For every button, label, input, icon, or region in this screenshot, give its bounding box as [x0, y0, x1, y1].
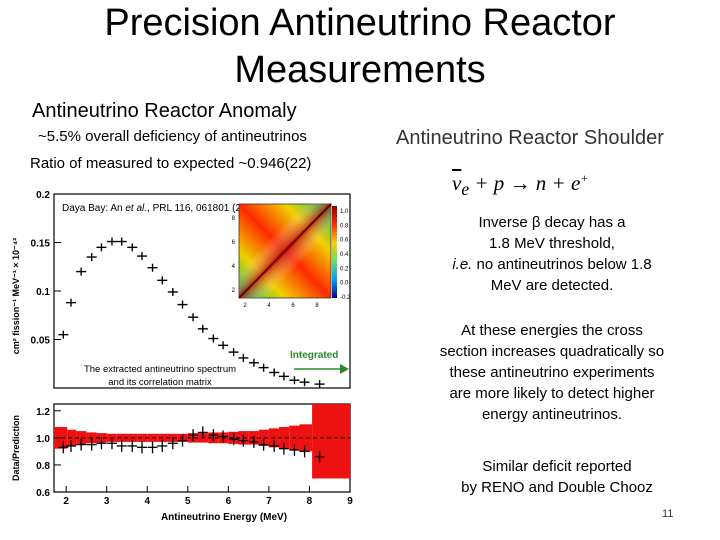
- reaction-superscript: +: [580, 171, 589, 185]
- x-tick-label: 2: [63, 496, 69, 507]
- ratio-band-segment: [137, 433, 148, 442]
- reaction-body: + p → n + e: [469, 171, 581, 195]
- spectrum-data-points: [58, 237, 325, 389]
- matrix-x-tick-label: 4: [267, 303, 271, 309]
- x-tick-label: 7: [266, 496, 272, 507]
- threshold-line-1: Inverse β decay has a: [478, 214, 626, 231]
- colorbar-tick-label: -0.2: [340, 295, 351, 301]
- ratio-y-axis-label: Data/Prediction: [11, 415, 21, 481]
- ratio-axis-ticks: 0.6 0.8 1.0 1.2 2 3 4 5 6 7 8 9: [36, 407, 353, 507]
- matrix-y-tick-label: 4: [232, 264, 236, 270]
- ratio-y-tick-label: 1.2: [36, 407, 50, 418]
- cross-section-line: are more likely to detect higher: [449, 385, 655, 402]
- ibd-reaction-equation: νe + p → n + e+: [452, 171, 588, 200]
- matrix-y-tick-label: 2: [232, 288, 236, 294]
- colorbar-tick-label: 0.2: [340, 266, 349, 272]
- reaction-nu-bar: ν: [452, 171, 462, 195]
- correlation-colorbar: [332, 206, 337, 298]
- matrix-x-tick-label: 6: [291, 303, 295, 309]
- colorbar-tick-label: 0.8: [340, 223, 349, 229]
- spectrum-y-tick-label: 0.05: [31, 336, 51, 347]
- integrated-label: Integrated: [290, 350, 338, 361]
- matrix-x-tick-label: 8: [315, 303, 319, 309]
- x-tick-label: 9: [347, 496, 353, 507]
- ratio-band-segment: [76, 431, 87, 445]
- page-number: 11: [662, 508, 674, 520]
- threshold-line-3: i.e. no antineutrinos below 1.8: [428, 254, 676, 275]
- matrix-axis-tick-labels: 2 2 4 4 6 6 8 8: [232, 216, 320, 309]
- correlation-matrix-unity-diagonal: [238, 203, 332, 299]
- citation-part-a: Daya Bay: An: [62, 203, 125, 214]
- threshold-line-3-rest: no antineutrinos below 1.8: [472, 256, 652, 273]
- cross-section-line: At these energies the cross: [461, 322, 643, 339]
- threshold-line-2: 1.8 MeV threshold,: [489, 235, 615, 252]
- citation-part-c: , PRL 116, 061801 (2016): [147, 203, 261, 214]
- ratio-band-segment: [279, 427, 290, 449]
- left-subtitle-deficiency: ~5.5% overall deficiency of antineutrino…: [38, 128, 307, 145]
- spectrum-y-axis-label: cm² fission⁻¹ MeV⁻¹ × 10⁻⁴²: [11, 238, 21, 354]
- spectrum-y-tick-label: 0.1: [36, 287, 50, 298]
- inset-caption-line-1: The extracted antineutrino spectrum: [84, 364, 236, 375]
- threshold-paragraph: Inverse β decay has a 1.8 MeV threshold,…: [428, 212, 676, 296]
- cross-section-paragraph: At these energies the cross section incr…: [418, 320, 686, 425]
- correlation-matrix-inset: 1.0 0.8 0.6 0.4 0.2 0.0 -0.2 2 2 4 4 6 6 8 8: [232, 203, 351, 309]
- cross-section-line: energy antineutrinos.: [481, 406, 623, 423]
- ratio-band-segment: [312, 404, 350, 479]
- integrated-arrow-head: [340, 364, 349, 374]
- colorbar-tick-label: 0.4: [340, 252, 349, 258]
- x-tick-label: 5: [185, 496, 191, 507]
- x-tick-label: 4: [144, 496, 150, 507]
- ie-abbrev: i.e.: [452, 256, 473, 273]
- similar-deficit-line: Similar deficit reported: [482, 458, 632, 475]
- ratio-y-tick-label: 0.8: [36, 461, 50, 472]
- citation-et-al: et al.: [125, 203, 147, 214]
- threshold-line-4: MeV are detected.: [490, 277, 614, 294]
- ratio-band-segment: [258, 429, 269, 446]
- spectrum-y-tick-label: 0.15: [31, 239, 51, 250]
- x-tick-label: 8: [307, 496, 313, 507]
- matrix-y-tick-label: 8: [232, 216, 236, 222]
- ratio-data-points: [58, 426, 325, 463]
- left-subtitle-ratio: Ratio of measured to expected ~0.946(22): [30, 155, 312, 172]
- reaction-nu-subscript: e: [461, 179, 470, 200]
- cross-section-line: section increases quadratically so: [439, 343, 665, 360]
- colorbar-tick-labels: 1.0 0.8 0.6 0.4 0.2 0.0 -0.2: [340, 209, 351, 301]
- daya-bay-spectrum-figure: 0.050.10.150.2 cm² fission⁻¹ MeV⁻¹ × 10⁻…: [11, 190, 353, 523]
- ratio-band-segment: [299, 424, 313, 452]
- spectrum-y-tick-label: 0.2: [36, 190, 50, 201]
- colorbar-tick-label: 0.6: [340, 238, 349, 244]
- similar-deficit-line: by RENO and Double Chooz: [461, 479, 653, 496]
- colorbar-tick-label: 0.0: [340, 281, 349, 287]
- ratio-y-tick-label: 1.0: [36, 434, 50, 445]
- left-heading: Antineutrino Reactor Anomaly: [32, 100, 297, 122]
- similar-deficit-paragraph: Similar deficit reported by RENO and Dou…: [440, 456, 674, 498]
- cross-section-line: these antineutrino experiments: [449, 364, 655, 381]
- x-axis-label: Antineutrino Energy (MeV): [161, 512, 287, 523]
- spectrum-y-ticks: 0.05 0.1 0.15 0.2: [31, 190, 61, 347]
- matrix-x-tick-label: 2: [243, 303, 247, 309]
- ratio-y-tick-label: 0.6: [36, 488, 50, 499]
- slide-title: Precision Antineutrino Reactor Measureme…: [104, 2, 616, 91]
- x-tick-label: 6: [226, 496, 232, 507]
- right-heading: Antineutrino Reactor Shoulder: [396, 127, 664, 149]
- colorbar-tick-label: 1.0: [340, 209, 349, 215]
- x-tick-label: 3: [104, 496, 110, 507]
- inset-caption-line-2: and its correlation matrix: [108, 377, 212, 388]
- citation: Daya Bay: An et al., PRL 116, 061801 (20…: [62, 203, 261, 214]
- matrix-y-tick-label: 6: [232, 240, 236, 246]
- ratio-band-segment: [116, 433, 127, 442]
